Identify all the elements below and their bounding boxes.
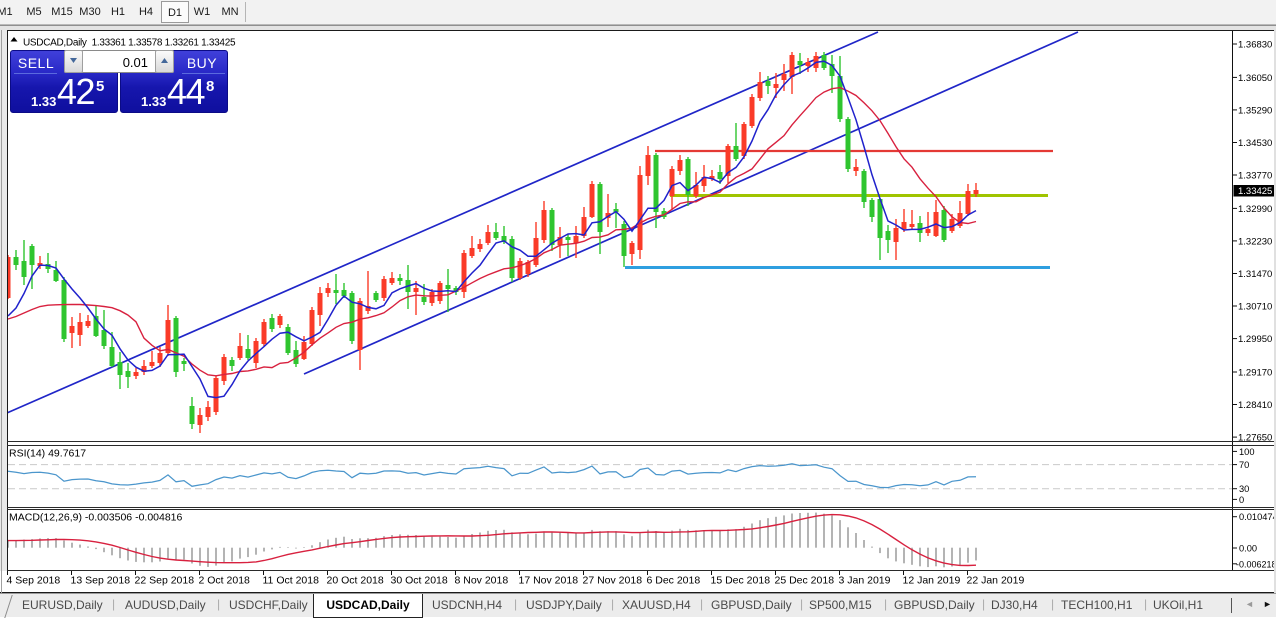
svg-text:MACD(12,26,9) -0.003506 -0.004: MACD(12,26,9) -0.003506 -0.004816 (9, 512, 183, 524)
svg-text:70: 70 (1239, 460, 1249, 470)
svg-text:0: 0 (1239, 495, 1244, 505)
svg-text:1.36830: 1.36830 (1238, 40, 1272, 51)
svg-text:1.29170: 1.29170 (1238, 368, 1272, 379)
svg-text:1.32990: 1.32990 (1238, 204, 1272, 215)
svg-text:1.36050: 1.36050 (1238, 73, 1272, 84)
svg-text:1.28410: 1.28410 (1238, 400, 1272, 411)
svg-text:-0.006218: -0.006218 (1236, 559, 1276, 569)
svg-text:15 Dec 2018: 15 Dec 2018 (711, 575, 771, 587)
svg-text:1.31470: 1.31470 (1238, 269, 1272, 280)
svg-text:1.33425: 1.33425 (1238, 186, 1272, 197)
svg-text:0.00: 0.00 (1239, 544, 1257, 554)
svg-text:1.35290: 1.35290 (1238, 105, 1272, 116)
svg-text:1.30710: 1.30710 (1238, 302, 1272, 313)
svg-text:1.34530: 1.34530 (1238, 138, 1272, 149)
svg-text:1.33770: 1.33770 (1238, 171, 1272, 182)
svg-text:1.32230: 1.32230 (1238, 236, 1272, 247)
svg-text:8 Nov 2018: 8 Nov 2018 (455, 575, 509, 587)
svg-text:27 Nov 2018: 27 Nov 2018 (583, 575, 643, 587)
svg-text:3 Jan 2019: 3 Jan 2019 (839, 575, 891, 587)
svg-text:RSI(14) 49.7617: RSI(14) 49.7617 (9, 448, 86, 460)
svg-text:12 Jan 2019: 12 Jan 2019 (903, 575, 961, 587)
svg-text:13 Sep 2018: 13 Sep 2018 (71, 575, 131, 587)
svg-text:30 Oct 2018: 30 Oct 2018 (391, 575, 448, 587)
svg-text:USDCAD,Daily 1.33361 1.33578: USDCAD,Daily 1.33361 1.33578 1.33261 1.3… (23, 38, 236, 49)
svg-text:1.27650: 1.27650 (1238, 433, 1272, 444)
svg-text:1.29950: 1.29950 (1238, 334, 1272, 345)
svg-text:22 Sep 2018: 22 Sep 2018 (135, 575, 195, 587)
svg-text:17 Nov 2018: 17 Nov 2018 (519, 575, 579, 587)
svg-text:100: 100 (1239, 447, 1255, 457)
svg-text:20 Oct 2018: 20 Oct 2018 (327, 575, 384, 587)
svg-text:30: 30 (1239, 484, 1249, 494)
svg-text:0.010474: 0.010474 (1239, 512, 1276, 522)
svg-text:2 Oct 2018: 2 Oct 2018 (199, 575, 251, 587)
svg-text:6 Dec 2018: 6 Dec 2018 (647, 575, 701, 587)
svg-text:22 Jan 2019: 22 Jan 2019 (967, 575, 1025, 587)
svg-text:25 Dec 2018: 25 Dec 2018 (775, 575, 835, 587)
svg-text:11 Oct 2018: 11 Oct 2018 (263, 575, 320, 587)
svg-text:4 Sep 2018: 4 Sep 2018 (7, 575, 61, 587)
